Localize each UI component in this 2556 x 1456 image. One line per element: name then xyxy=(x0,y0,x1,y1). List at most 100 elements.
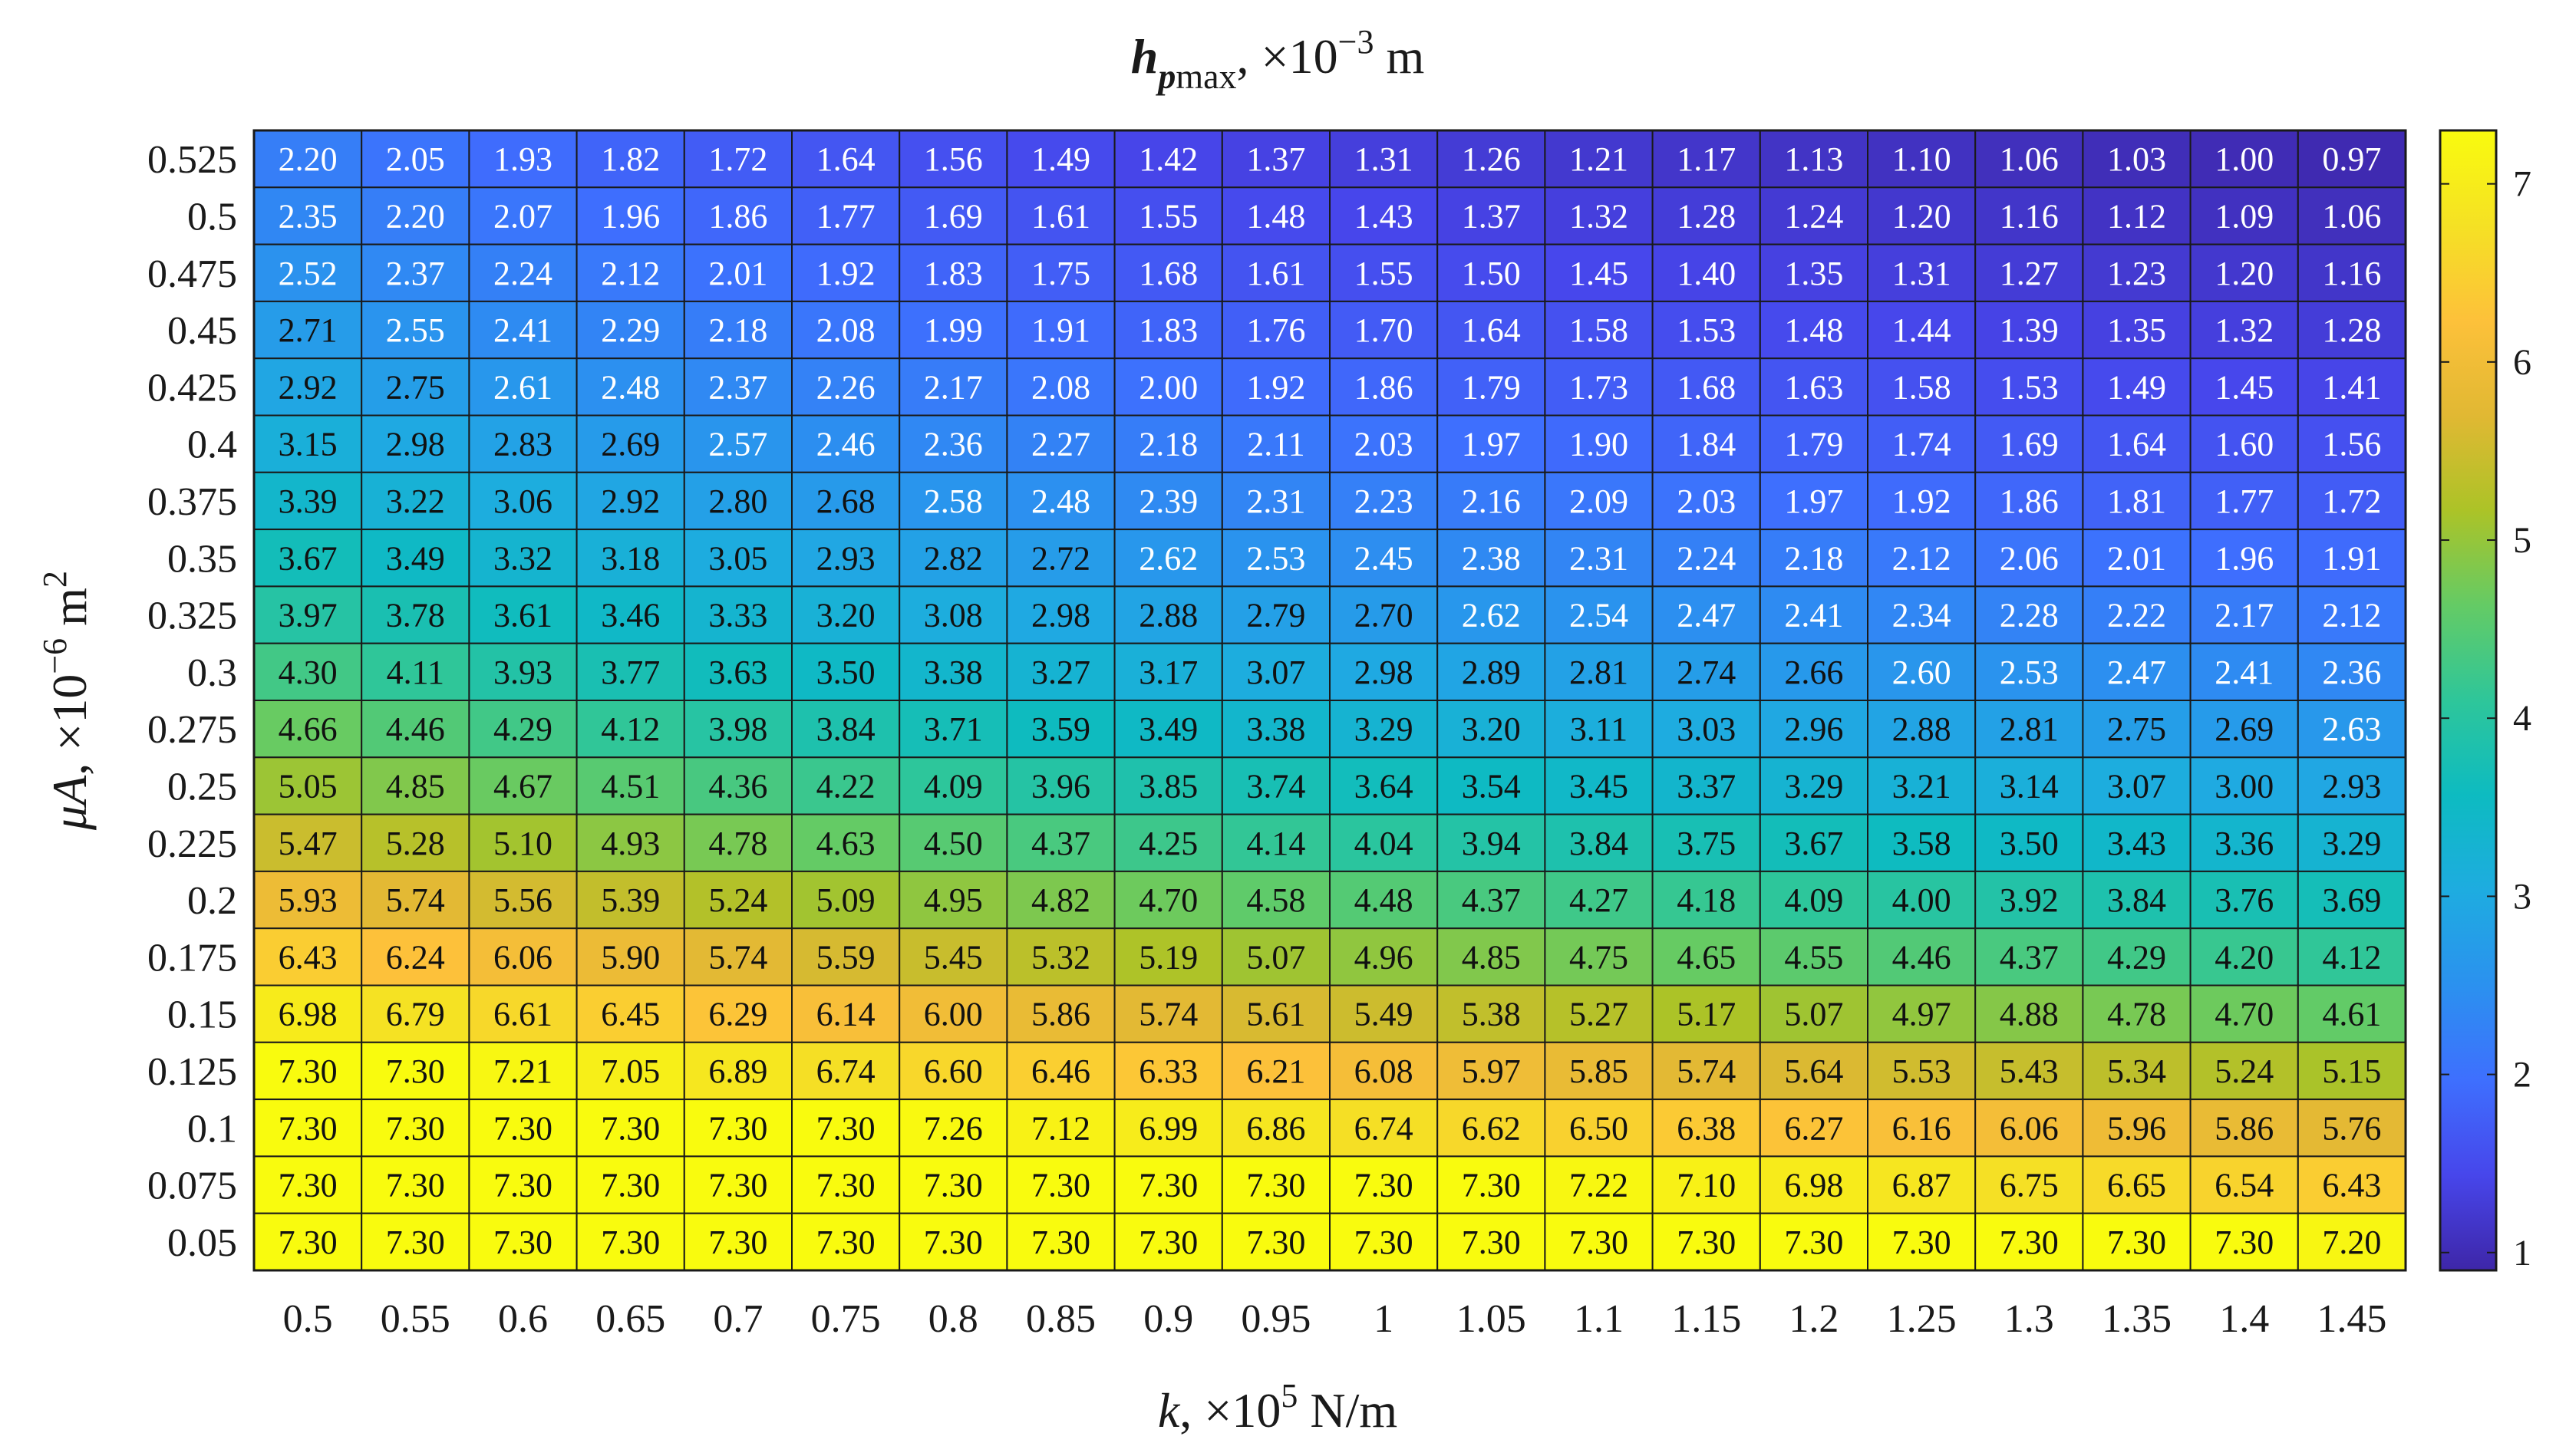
heatmap-cell-rect xyxy=(899,700,1008,759)
heatmap-cell: 1.84 xyxy=(1651,414,1761,473)
heatmap-cell-label: 5.28 xyxy=(386,825,445,862)
heatmap-cell-rect xyxy=(791,529,901,588)
heatmap-cell-rect xyxy=(1006,700,1116,759)
heatmap-cell-label: 4.04 xyxy=(1354,825,1413,862)
y-tick-label: 0.125 xyxy=(147,1050,237,1094)
heatmap-cell-rect xyxy=(1329,186,1439,245)
heatmap-cell-label: 6.74 xyxy=(1354,1109,1413,1147)
x-tick-label: 1.05 xyxy=(1456,1297,1526,1341)
heatmap-cell-label: 2.58 xyxy=(924,483,983,520)
heatmap-cell-label: 2.24 xyxy=(1677,539,1736,577)
heatmap-cell-label: 7.21 xyxy=(493,1052,552,1090)
heatmap-cell-label: 2.81 xyxy=(1569,654,1628,691)
heatmap-cell: 3.20 xyxy=(791,585,901,644)
heatmap-cell: 3.74 xyxy=(1221,756,1331,815)
heatmap-cell: 1.73 xyxy=(1544,357,1654,417)
heatmap-cell-rect xyxy=(1867,642,1977,702)
heatmap-cell: 4.85 xyxy=(361,756,470,815)
heatmap-cell: 7.30 xyxy=(468,1155,578,1214)
heatmap-cell-label: 1.32 xyxy=(2215,311,2274,349)
heatmap-cell: 6.75 xyxy=(1974,1155,2084,1214)
heatmap-cell-label: 2.88 xyxy=(1139,597,1198,634)
heatmap-cell-label: 1.84 xyxy=(1677,426,1736,463)
heatmap-cell: 2.20 xyxy=(361,186,470,245)
heatmap-cell-label: 3.69 xyxy=(2322,881,2381,919)
heatmap-cell: 1.45 xyxy=(2189,357,2299,417)
heatmap-cell: 4.14 xyxy=(1221,813,1331,872)
heatmap-cell: 2.53 xyxy=(1974,642,2084,702)
heatmap-cell-label: 5.76 xyxy=(2322,1109,2381,1147)
heatmap-cell-rect xyxy=(1113,357,1223,417)
y-tick-label: 0.375 xyxy=(147,480,237,524)
heatmap-cell: 1.03 xyxy=(2082,130,2192,189)
heatmap-cell-rect xyxy=(253,870,363,930)
heatmap-cell: 1.96 xyxy=(576,186,685,245)
heatmap-cell-label: 7.30 xyxy=(279,1052,338,1090)
heatmap-cell: 2.80 xyxy=(683,471,793,531)
heatmap-cell-label: 2.01 xyxy=(708,255,767,292)
heatmap-cell: 1.99 xyxy=(899,300,1008,360)
heatmap-cell: 6.14 xyxy=(791,984,901,1043)
heatmap-cell-label: 3.38 xyxy=(1246,710,1305,748)
heatmap-cell-rect xyxy=(468,357,578,417)
heatmap-cell: 7.30 xyxy=(1113,1155,1223,1214)
heatmap-cell: 1.92 xyxy=(1221,357,1331,417)
heatmap-cell: 5.19 xyxy=(1113,927,1223,987)
heatmap-cell-label: 7.30 xyxy=(708,1167,767,1204)
heatmap-cell-label: 1.90 xyxy=(1569,426,1628,463)
heatmap-cell-label: 1.26 xyxy=(1462,140,1521,178)
heatmap-cell-label: 3.21 xyxy=(1892,767,1951,805)
heatmap-cell: 1.83 xyxy=(899,243,1008,302)
heatmap-cell-rect xyxy=(1544,642,1654,702)
heatmap-cell: 1.58 xyxy=(1867,357,1977,417)
heatmap-cell-rect xyxy=(576,357,685,417)
heatmap-cell: 1.96 xyxy=(2189,529,2299,588)
y-tick-label: 0.15 xyxy=(167,993,237,1037)
heatmap-cell-rect xyxy=(683,243,793,302)
heatmap-cell-label: 2.72 xyxy=(1031,539,1090,577)
heatmap-cell-rect xyxy=(1544,585,1654,644)
heatmap-cell-rect xyxy=(1436,1212,1546,1271)
heatmap-cell: 5.05 xyxy=(253,756,363,815)
y-tick-label: 0.35 xyxy=(167,537,237,581)
heatmap-cell-label: 4.61 xyxy=(2322,996,2381,1033)
heatmap-cell-rect xyxy=(361,756,470,815)
heatmap-cell: 4.55 xyxy=(1759,927,1869,987)
heatmap-cell-rect xyxy=(683,756,793,815)
heatmap-cell-rect xyxy=(1221,414,1331,473)
heatmap-cell-label: 3.18 xyxy=(601,539,660,577)
heatmap-cell-label: 2.20 xyxy=(386,197,445,235)
heatmap-cell-label: 4.20 xyxy=(2215,938,2274,976)
heatmap-cell-label: 2.69 xyxy=(2215,710,2274,748)
heatmap-cell-label: 3.43 xyxy=(2107,825,2166,862)
heatmap-cell-label: 3.36 xyxy=(2215,825,2274,862)
heatmap-cell: 4.30 xyxy=(253,642,363,702)
heatmap-cell-label: 2.11 xyxy=(1247,426,1304,463)
heatmap-cell: 2.00 xyxy=(1113,357,1223,417)
heatmap-cell: 4.95 xyxy=(899,870,1008,930)
heatmap-cell: 1.72 xyxy=(683,130,793,189)
heatmap-cell: 6.29 xyxy=(683,984,793,1043)
heatmap-cell-rect xyxy=(1221,529,1331,588)
chart-title-rest: , ×10 xyxy=(1237,29,1338,84)
heatmap-cell-label: 3.61 xyxy=(493,597,552,634)
heatmap-cell: 1.61 xyxy=(1006,186,1116,245)
heatmap-cell: 7.30 xyxy=(468,1212,578,1271)
heatmap-cell: 4.11 xyxy=(361,642,470,702)
heatmap-cell: 1.93 xyxy=(468,130,578,189)
heatmap-cell: 2.46 xyxy=(791,414,901,473)
heatmap-cell-label: 2.31 xyxy=(1246,483,1305,520)
heatmap-cell-label: 1.56 xyxy=(924,140,983,178)
heatmap-cell-label: 1.35 xyxy=(2107,311,2166,349)
heatmap-cell-label: 3.29 xyxy=(2322,825,2381,862)
heatmap-cell-label: 1.61 xyxy=(1246,255,1305,292)
heatmap-cell: 7.10 xyxy=(1651,1155,1761,1214)
heatmap-cell: 2.41 xyxy=(1759,585,1869,644)
heatmap-cell: 7.30 xyxy=(1329,1155,1439,1214)
heatmap-cell-label: 5.61 xyxy=(1246,996,1305,1033)
heatmap-cell-label: 1.37 xyxy=(1246,140,1305,178)
heatmap-cell: 2.79 xyxy=(1221,585,1331,644)
heatmap-cell-label: 2.07 xyxy=(493,197,552,235)
heatmap-cell: 3.37 xyxy=(1651,756,1761,815)
heatmap-cell: 1.55 xyxy=(1329,243,1439,302)
